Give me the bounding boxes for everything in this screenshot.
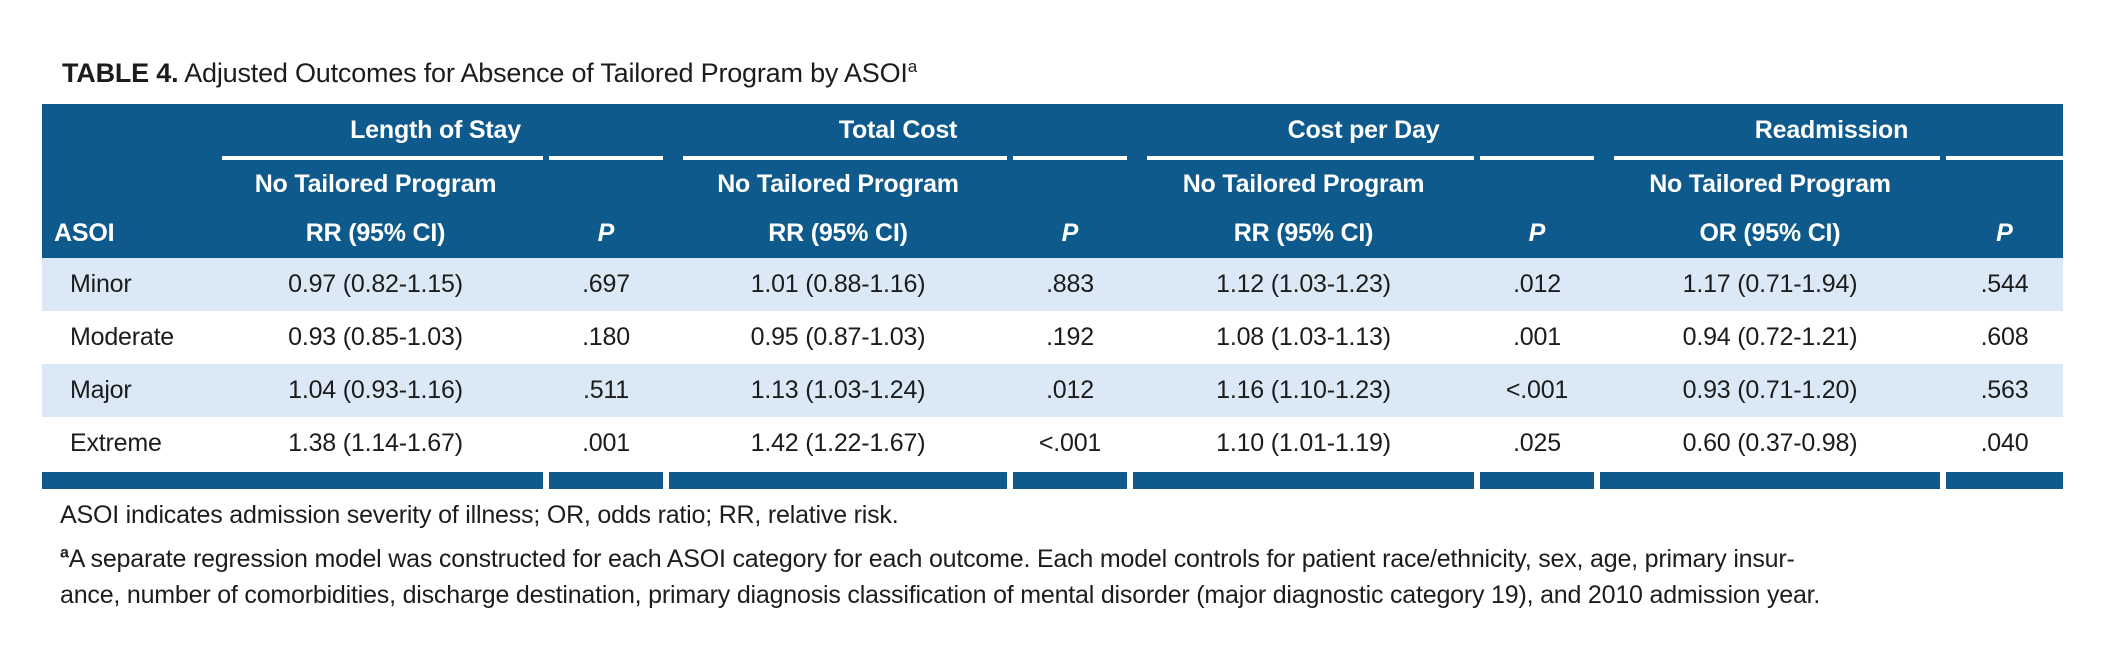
bottom-rule-segment xyxy=(42,472,543,489)
estimate-cell: 0.94 (0.72-1.21) xyxy=(1682,323,1858,351)
table-row-moderate: Moderate 0.93 (0.85-1.03) .180 0.95 (0.8… xyxy=(42,311,2063,364)
group-header-readmission: Readmission xyxy=(1754,115,1909,144)
estimate-cell: 1.04 (0.93-1.16) xyxy=(288,376,463,404)
row-label: Minor xyxy=(70,270,132,298)
estimate-cell: 1.10 (1.01-1.19) xyxy=(1216,429,1391,457)
estimate-cell: 1.01 (0.88-1.16) xyxy=(750,270,926,298)
header-rule xyxy=(683,156,1007,160)
p-cell: .012 xyxy=(1046,376,1094,404)
table-title-superscript: a xyxy=(907,57,917,76)
header-rule xyxy=(1614,156,1940,160)
row-label: Major xyxy=(70,376,132,404)
p-cell: .001 xyxy=(1513,323,1561,351)
p-cell: .192 xyxy=(1046,323,1094,351)
bottom-rule-segment xyxy=(549,472,663,489)
estimate-cell: 0.95 (0.87-1.03) xyxy=(750,323,926,351)
table-row-extreme: Extreme 1.38 (1.14-1.67) .001 1.42 (1.22… xyxy=(42,417,2063,470)
table-title: TABLE 4. Adjusted Outcomes for Absence o… xyxy=(62,58,917,89)
estimate-cell: 1.42 (1.22-1.67) xyxy=(750,429,926,457)
subheader-line2: RR (95% CI) xyxy=(768,219,908,247)
p-cell: .544 xyxy=(1980,270,2029,298)
header-rule xyxy=(1480,156,1594,160)
p-column-header: P xyxy=(597,219,615,247)
estimate-cell: 0.60 (0.37-0.98) xyxy=(1682,429,1858,457)
column-header-row: ASOI No Tailored Program RR (95% CI) P N… xyxy=(42,160,2063,258)
p-cell: .012 xyxy=(1513,270,1561,298)
subheader-readmission: No Tailored Program OR (95% CI) xyxy=(1600,160,1940,264)
p-cell: .040 xyxy=(1980,429,2029,457)
p-cell: .180 xyxy=(582,323,630,351)
bottom-rule xyxy=(42,472,2063,489)
p-cell: .511 xyxy=(582,376,629,404)
group-header-rules xyxy=(42,156,2063,160)
table-header-band: Length of Stay Total Cost Cost per Day R… xyxy=(42,104,2063,258)
estimate-cell: 1.17 (0.71-1.94) xyxy=(1682,270,1858,298)
estimate-cell: 1.16 (1.10-1.23) xyxy=(1216,376,1391,404)
table-footnotes: ASOI indicates admission severity of ill… xyxy=(60,498,2065,613)
p-cell: .883 xyxy=(1046,270,1094,298)
p-cell: .001 xyxy=(582,429,630,457)
footnote-note-line2: ance, number of comorbidities, discharge… xyxy=(60,581,1821,609)
subheader-line2: RR (95% CI) xyxy=(1233,219,1374,247)
p-cell: .608 xyxy=(1980,323,2029,351)
estimate-cell: 1.12 (1.03-1.23) xyxy=(1216,270,1391,298)
rule-spacer xyxy=(42,156,202,160)
group-header-total-cost: Total Cost xyxy=(838,115,958,144)
p-cell: .025 xyxy=(1513,429,1561,457)
estimate-cell: 0.93 (0.85-1.03) xyxy=(288,323,463,351)
subheader-line1: No Tailored Program xyxy=(1649,170,1891,198)
estimate-cell: 1.13 (1.03-1.24) xyxy=(750,376,926,404)
outcomes-table: Length of Stay Total Cost Cost per Day R… xyxy=(42,104,2063,489)
p-column-header: P xyxy=(1528,219,1546,247)
group-header-row: Length of Stay Total Cost Cost per Day R… xyxy=(42,104,2063,156)
footnote-abbreviations: ASOI indicates admission severity of ill… xyxy=(60,501,899,529)
p-column-header: P xyxy=(1996,219,2013,247)
subheader-total-cost: No Tailored Program RR (95% CI) xyxy=(669,160,1007,264)
estimate-cell: 0.97 (0.82-1.15) xyxy=(288,270,463,298)
bottom-rule-segment xyxy=(1133,472,1474,489)
p-column-header: P xyxy=(1061,219,1079,247)
header-rule xyxy=(1147,156,1474,160)
p-cell: <.001 xyxy=(1038,429,1102,457)
subheader-line1: No Tailored Program xyxy=(1182,170,1425,198)
p-cell: .563 xyxy=(1980,376,2029,404)
bottom-rule-segment xyxy=(1013,472,1127,489)
table-title-text: Adjusted Outcomes for Absence of Tailore… xyxy=(178,58,908,88)
subheader-line1: No Tailored Program xyxy=(717,170,959,198)
row-header-label: ASOI xyxy=(54,219,115,247)
subheader-length-of-stay: No Tailored Program RR (95% CI) xyxy=(208,160,543,264)
footnote-marker: a xyxy=(60,544,69,562)
table-row-minor: Minor 0.97 (0.82-1.15) .697 1.01 (0.88-1… xyxy=(42,258,2063,311)
subheader-line2: RR (95% CI) xyxy=(305,219,446,247)
bottom-rule-segment xyxy=(669,472,1007,489)
footnote-note-text1: A separate regression model was construc… xyxy=(68,545,1795,573)
p-cell: .697 xyxy=(582,270,630,298)
bottom-rule-segment xyxy=(1946,472,2063,489)
p-cell: <.001 xyxy=(1505,376,1569,404)
row-label: Extreme xyxy=(70,429,162,457)
estimate-cell: 0.93 (0.71-1.20) xyxy=(1682,376,1858,404)
header-rule xyxy=(549,156,663,160)
subheader-line2: OR (95% CI) xyxy=(1699,219,1841,247)
footnote-note-line1: aA separate regression model was constru… xyxy=(60,541,2065,577)
bottom-rule-segment xyxy=(1480,472,1594,489)
footnote-note: aA separate regression model was constru… xyxy=(60,541,2065,613)
header-rule xyxy=(222,156,543,160)
group-header-length-of-stay: Length of Stay xyxy=(350,115,521,144)
estimate-cell: 1.38 (1.14-1.67) xyxy=(288,429,463,457)
group-header-cost-per-day: Cost per Day xyxy=(1287,115,1440,144)
subheader-cost-per-day: No Tailored Program RR (95% CI) xyxy=(1133,160,1474,264)
bottom-rule-segment xyxy=(1600,472,1940,489)
row-label: Moderate xyxy=(70,323,175,351)
estimate-cell: 1.08 (1.03-1.13) xyxy=(1216,323,1391,351)
subheader-line1: No Tailored Program xyxy=(254,170,497,198)
table-row-major: Major 1.04 (0.93-1.16) .511 1.13 (1.03-1… xyxy=(42,364,2063,417)
table-number-label: TABLE 4. xyxy=(62,58,179,88)
header-rule xyxy=(1013,156,1127,160)
header-rule xyxy=(1946,156,2063,160)
